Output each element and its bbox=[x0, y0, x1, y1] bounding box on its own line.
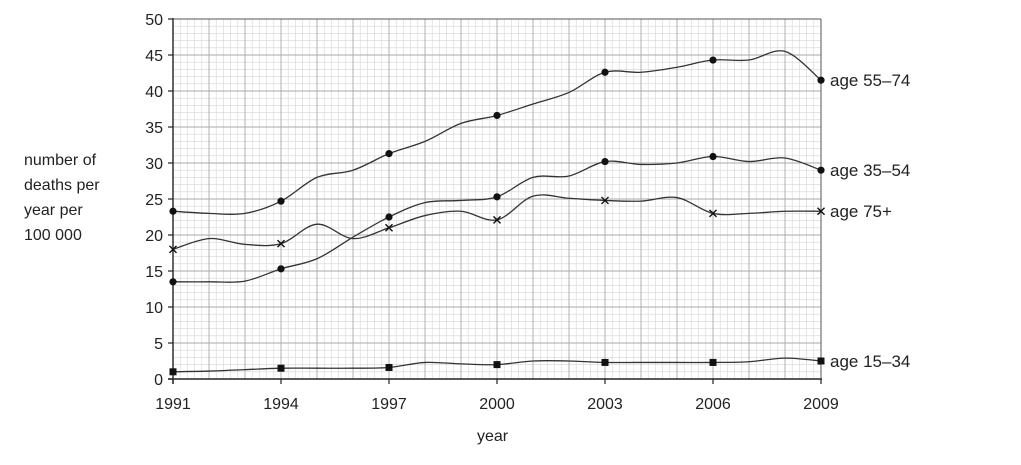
marker-age-15-34 bbox=[493, 361, 501, 369]
y-axis-label-line-2: deaths per bbox=[24, 177, 100, 194]
marker-age-55-74 bbox=[169, 207, 177, 215]
marker-age-35-54 bbox=[817, 166, 825, 174]
x-tick-label: 2006 bbox=[695, 396, 731, 413]
cross-stroke bbox=[385, 223, 393, 232]
y-tick-label: 25 bbox=[145, 192, 163, 209]
series-markers bbox=[169, 56, 825, 376]
y-tick-label: 5 bbox=[154, 336, 163, 353]
y-axis-label: number of deaths per year per 100 000 bbox=[24, 148, 100, 248]
series-label-age-55-74: age 55–74 bbox=[830, 71, 910, 90]
marker-age-55-74 bbox=[601, 68, 609, 76]
x-tick-label: 2003 bbox=[587, 396, 623, 413]
y-tick-label: 20 bbox=[145, 228, 163, 245]
marker-age-35-54 bbox=[385, 213, 393, 221]
cross-stroke bbox=[601, 196, 609, 205]
x-tick-label: 1991 bbox=[155, 396, 191, 413]
y-tick-label: 35 bbox=[145, 120, 163, 137]
y-axis-label-line-3: year per bbox=[24, 202, 83, 219]
marker-age-15-34 bbox=[385, 363, 393, 371]
y-tick-label: 30 bbox=[145, 156, 163, 173]
marker-age-15-34 bbox=[817, 357, 825, 365]
marker-age-55-74 bbox=[493, 111, 501, 120]
x-tick-label: 1994 bbox=[263, 396, 299, 413]
y-tick-label: 45 bbox=[145, 48, 163, 65]
marker-age-15-34 bbox=[709, 358, 717, 366]
cross-stroke bbox=[169, 245, 177, 254]
cross-stroke bbox=[277, 239, 285, 248]
marker-age-75 bbox=[493, 215, 501, 224]
x-tick-label: 2009 bbox=[803, 396, 839, 413]
marker-age-35-54 bbox=[493, 193, 501, 201]
marker-age-15-34 bbox=[169, 368, 177, 376]
x-axis-label: year bbox=[477, 428, 509, 445]
y-tick-label: 15 bbox=[145, 264, 163, 281]
x-tick-label: 1997 bbox=[371, 396, 407, 413]
marker-age-35-54 bbox=[277, 265, 285, 273]
marker-age-55-74 bbox=[817, 76, 825, 84]
cross-stroke bbox=[493, 215, 501, 224]
y-tick-label: 40 bbox=[145, 84, 163, 101]
y-tick-label: 0 bbox=[154, 372, 163, 389]
x-tick-label: 2000 bbox=[479, 396, 515, 413]
series-label-age-75: age 75+ bbox=[830, 202, 892, 221]
axes bbox=[168, 18, 822, 384]
y-tick-label: 50 bbox=[145, 12, 163, 29]
series-label-age-35-54: age 35–54 bbox=[830, 161, 910, 180]
y-tick-label: 10 bbox=[145, 300, 163, 317]
marker-age-75 bbox=[169, 245, 177, 254]
cross-stroke bbox=[817, 207, 825, 216]
marker-age-15-34 bbox=[601, 358, 609, 366]
marker-age-55-74 bbox=[277, 197, 285, 205]
y-axis-label-line-1: number of bbox=[24, 152, 97, 169]
marker-age-75 bbox=[601, 196, 609, 205]
marker-age-75 bbox=[385, 223, 393, 232]
marker-age-35-54 bbox=[169, 278, 177, 286]
marker-age-55-74 bbox=[385, 150, 393, 158]
marker-age-75 bbox=[817, 207, 825, 216]
marker-age-75 bbox=[277, 239, 285, 248]
marker-age-35-54 bbox=[601, 157, 609, 166]
tick-labels: 0 5 10 15 20 25 30 35 40 45 50 1991 1994 1997 2000 2003… bbox=[145, 12, 839, 413]
marker-age-75 bbox=[709, 209, 717, 218]
series-labels: age 55–74 age 35–54 age 75+ age 15–34 bbox=[830, 71, 910, 371]
cross-stroke bbox=[709, 209, 717, 218]
marker-age-35-54 bbox=[709, 152, 717, 161]
marker-age-15-34 bbox=[277, 364, 285, 372]
marker-age-55-74 bbox=[709, 56, 717, 64]
y-axis-label-line-4: 100 000 bbox=[24, 227, 82, 244]
series-label-age-15-34: age 15–34 bbox=[830, 352, 910, 371]
